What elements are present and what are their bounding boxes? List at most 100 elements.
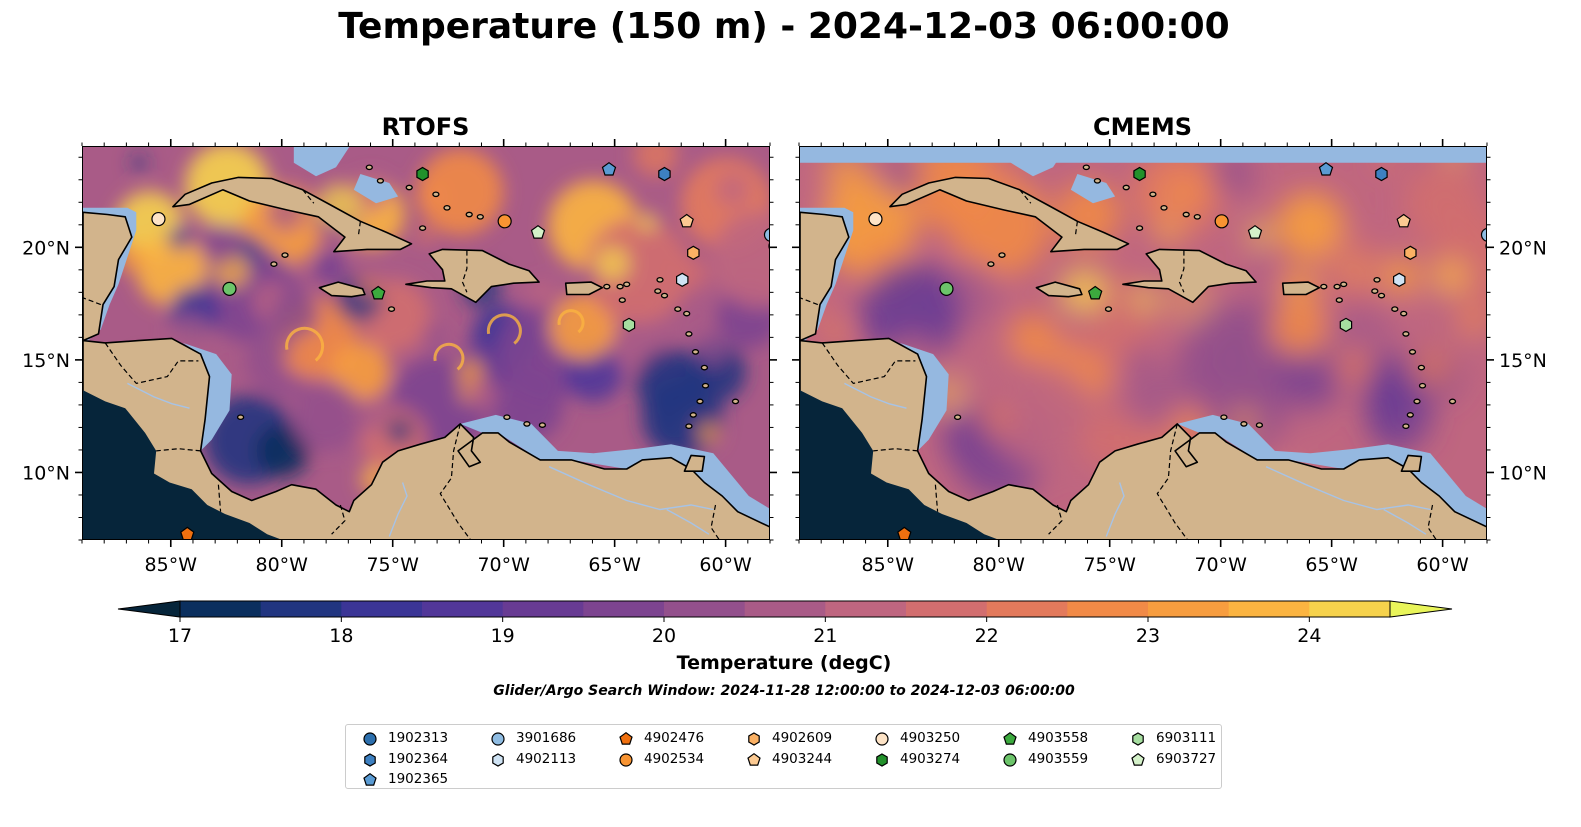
pentagon-marker-icon <box>363 772 377 786</box>
lon-tick-label: 75°W <box>1083 554 1136 576</box>
search-window-note: Glider/Argo Search Window: 2024-11-28 12… <box>493 683 1075 699</box>
lon-tick-label: 80°W <box>256 554 309 576</box>
float-marker-4902534 <box>1214 214 1229 229</box>
float-legend: 1902313 1902364 1902365 3901686 4902113 49024… <box>345 724 1222 789</box>
legend-label: 4903244 <box>772 751 833 767</box>
pentagon-marker-icon <box>1131 752 1145 766</box>
colorbar-segment <box>664 601 746 617</box>
pentagon-marker-icon <box>1003 731 1017 745</box>
float-marker-1902364 <box>658 166 671 182</box>
lon-tick-label: 65°W <box>588 554 641 576</box>
float-marker-1902365 <box>601 161 617 176</box>
lon-tick-label: 70°W <box>1194 554 1247 576</box>
colorbar-segment <box>502 601 584 617</box>
legend-label: 6903111 <box>1156 730 1217 746</box>
colorbar-segment <box>341 601 423 617</box>
panel-title-rtofs: RTOFS <box>381 113 470 141</box>
float-marker-1902313 <box>1485 243 1486 250</box>
lon-tick-label: 85°W <box>145 554 198 576</box>
legend-label: 4903558 <box>1028 730 1089 746</box>
colorbar-segment <box>180 601 262 617</box>
hexagon-marker-icon <box>492 753 504 767</box>
colorbar-segment <box>260 601 342 617</box>
colorbar-tick-label: 20 <box>652 625 676 647</box>
map-panel-rtofs <box>82 146 770 540</box>
lon-tick-label: 65°W <box>1305 554 1358 576</box>
float-marker-6903111 <box>1339 317 1353 333</box>
map-svg-cmems <box>800 147 1486 539</box>
legend-label: 3901686 <box>516 730 577 746</box>
float-marker-3901686 <box>1480 227 1486 242</box>
legend-label: 4903274 <box>900 751 961 767</box>
colorbar: 17 18 19 20 21 22 23 24 <box>117 600 1453 647</box>
lat-tick-label: 10°N <box>22 462 70 484</box>
legend-label: 4902534 <box>644 751 705 767</box>
lon-tick-label: 60°W <box>699 554 752 576</box>
colorbar-segment <box>1067 601 1149 617</box>
float-marker-4902534 <box>497 214 512 229</box>
legend-label: 1902365 <box>388 771 449 787</box>
colorbar-label: Temperature (degC) <box>676 652 892 674</box>
float-marker-4902476 <box>897 526 912 539</box>
figure-title: Temperature (150 m) - 2024-12-03 06:00:0… <box>338 6 1230 47</box>
hexagon-marker-icon <box>1132 732 1144 746</box>
colorbar-segment <box>986 601 1068 617</box>
lat-tick-label: 15°N <box>1499 350 1547 372</box>
float-marker-1902364 <box>1375 166 1388 182</box>
float-marker-4903558 <box>370 285 386 300</box>
colorbar-tick-label: 24 <box>1297 625 1321 647</box>
float-marker-4902113 <box>675 272 689 287</box>
colorbar-segment <box>906 601 988 617</box>
colorbar-segment <box>1228 601 1310 617</box>
panel-title-cmems: CMEMS <box>1092 113 1193 141</box>
pentagon-marker-icon <box>747 752 761 766</box>
hexagon-marker-icon <box>748 732 760 746</box>
float-marker-4903250 <box>868 211 883 227</box>
legend-label: 4903559 <box>1028 751 1089 767</box>
colorbar-tick-label: 22 <box>975 625 999 647</box>
float-marker-4903559 <box>222 281 237 296</box>
lon-tick-label: 80°W <box>973 554 1026 576</box>
float-marker-4903250 <box>151 211 166 227</box>
float-marker-4903559 <box>939 281 954 296</box>
pentagon-marker-icon <box>619 731 633 745</box>
axis-ticks: 85°W 80°W 75°W 70°W 65°W 60°W 10°N 15°N 20°N 85°W… <box>22 139 1547 576</box>
colorbar-segment <box>422 601 504 617</box>
lat-tick-label: 10°N <box>1499 462 1547 484</box>
lon-tick-label: 75°W <box>366 554 419 576</box>
colorbar-tick-label: 19 <box>491 625 515 647</box>
float-marker-4903558 <box>1087 285 1103 300</box>
colorbar-segment <box>1148 601 1230 617</box>
lon-tick-label: 70°W <box>477 554 530 576</box>
circle-marker-icon <box>619 753 633 767</box>
float-marker-1902365 <box>1318 161 1334 176</box>
colorbar-segment <box>825 601 907 617</box>
float-marker-6903111 <box>622 317 636 333</box>
float-marker-4902113 <box>1392 272 1406 287</box>
circle-marker-icon <box>1003 753 1017 767</box>
float-marker-1902313 <box>768 243 769 250</box>
map-svg-rtofs <box>83 147 769 539</box>
float-marker-3901686 <box>763 227 769 242</box>
lat-tick-label: 15°N <box>22 350 70 372</box>
hexagon-marker-icon <box>364 753 376 767</box>
float-marker-6903727 <box>1247 224 1263 239</box>
colorbar-segment <box>744 601 826 617</box>
lon-tick-label: 85°W <box>862 554 915 576</box>
float-marker-6903727 <box>530 224 546 239</box>
legend-label: 4902609 <box>772 730 833 746</box>
float-marker-4902476 <box>180 526 195 539</box>
colorbar-tick-label: 23 <box>1136 625 1160 647</box>
circle-marker-icon <box>875 732 889 746</box>
map-panel-cmems <box>799 146 1487 540</box>
legend-label: 4902113 <box>516 751 577 767</box>
colorbar-segment <box>1309 601 1391 617</box>
legend-label: 4902476 <box>644 730 705 746</box>
lat-tick-label: 20°N <box>22 237 70 259</box>
lon-tick-label: 60°W <box>1416 554 1469 576</box>
circle-marker-icon <box>491 732 505 746</box>
float-marker-4903244 <box>679 213 694 228</box>
colorbar-segment <box>583 601 665 617</box>
colorbar-tick-label: 17 <box>168 625 192 647</box>
legend-label: 1902313 <box>388 730 449 746</box>
